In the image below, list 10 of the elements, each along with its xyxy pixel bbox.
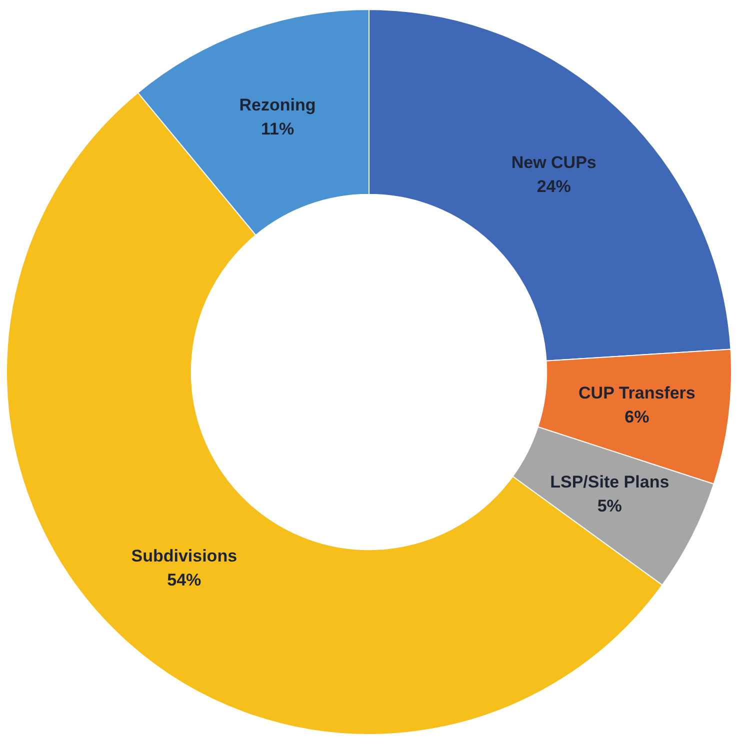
slice-label: New CUPs (511, 152, 596, 172)
data-label: 24% (536, 176, 571, 196)
slice-label: Rezoning (239, 96, 316, 115)
data-label: 6% (624, 408, 650, 427)
data-label: 54% (167, 570, 202, 590)
data-label: 5% (597, 496, 622, 516)
slice-label: LSP/Site Plans (550, 472, 670, 492)
slice-label: CUP Transfers (578, 384, 696, 403)
slice-label: Subdivisions (131, 546, 238, 566)
data-label: 11% (260, 120, 294, 139)
